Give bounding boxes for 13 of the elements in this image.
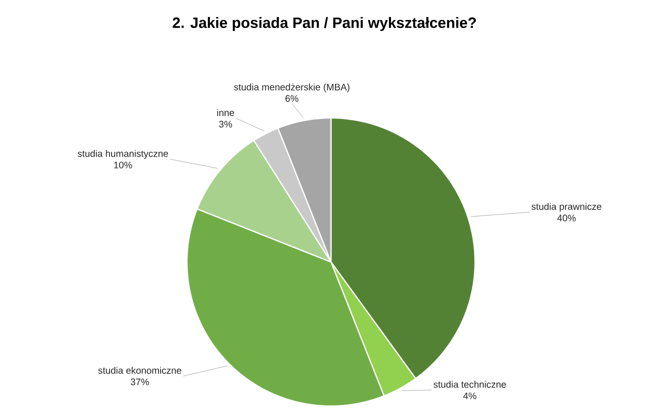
data-label: 3% — [219, 120, 232, 128]
data-label: 40% — [557, 214, 576, 222]
slice-label: studia menedżerskie (MBA) — [234, 83, 350, 92]
slice-label: studia ekonomiczne — [98, 366, 182, 374]
data-label: 10% — [114, 162, 132, 168]
slice-label: studia humanistyczne — [78, 150, 168, 159]
chart-title: 2. Jakie posiada Pan / Pani wykształcenie? — [172, 17, 476, 31]
slice-label: studia prawnicze — [532, 202, 602, 212]
data-label: 37% — [130, 378, 149, 386]
slice-label: studia techniczne — [434, 380, 506, 388]
slice-label: inne — [217, 109, 234, 116]
data-label: 4% — [463, 392, 476, 400]
data-label: 6% — [286, 95, 298, 102]
